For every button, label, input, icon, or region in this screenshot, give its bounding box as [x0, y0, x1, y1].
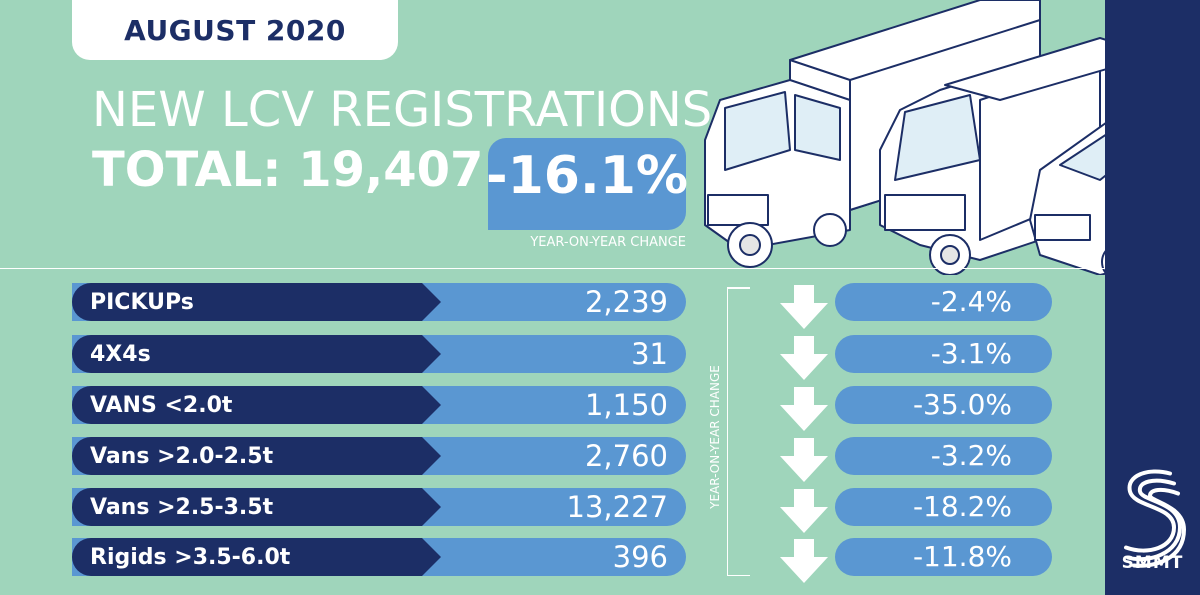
- category-label: 4X4s: [90, 341, 151, 367]
- registration-value: 396: [612, 540, 668, 574]
- change-value: -11.8%: [912, 540, 1012, 573]
- category-label: PICKUPs: [90, 289, 194, 315]
- change-value: -18.2%: [912, 490, 1012, 523]
- change-pill: -3.2%: [835, 437, 1052, 475]
- down-arrow-icon: [780, 336, 828, 380]
- down-arrow-icon: [780, 387, 828, 431]
- label-chevron: [422, 538, 441, 576]
- registration-value: 1,150: [584, 388, 668, 422]
- change-value: -2.4%: [930, 285, 1012, 318]
- vehicles-illustration: [704, 0, 1105, 275]
- down-arrow-icon: [780, 285, 828, 329]
- label-chevron: [422, 437, 441, 475]
- date-badge: AUGUST 2020: [72, 0, 398, 60]
- change-pill: -18.2%: [835, 488, 1052, 526]
- change-bracket: [727, 287, 752, 576]
- label-bar: Vans >2.0-2.5t: [72, 437, 422, 475]
- total-registrations: TOTAL: 19,407: [92, 142, 484, 198]
- change-pill: -11.8%: [835, 538, 1052, 576]
- label-bar: 4X4s: [72, 335, 422, 373]
- registration-value: 2,760: [584, 439, 668, 473]
- label-chevron: [422, 283, 441, 321]
- down-arrow-icon: [780, 489, 828, 533]
- category-label: VANS <2.0t: [90, 392, 233, 418]
- down-arrow-icon: [780, 539, 828, 583]
- date-label: AUGUST 2020: [124, 13, 346, 47]
- page-title: NEW LCV REGISTRATIONS: [92, 82, 713, 138]
- registration-value: 31: [631, 337, 668, 371]
- change-value: -3.2%: [930, 439, 1012, 472]
- category-label: Vans >2.0-2.5t: [90, 443, 274, 469]
- pickup-truck-icon: [1029, 122, 1105, 275]
- brand-sidebar: [1105, 0, 1200, 595]
- change-value: -35.0%: [912, 388, 1012, 421]
- total-change-caption: YEAR-ON-YEAR CHANGE: [530, 235, 686, 250]
- smmt-logo-text: SMMT: [1121, 553, 1184, 573]
- down-arrow-icon: [780, 438, 828, 482]
- change-axis-label: YEAR-ON-YEAR CHANGE: [708, 365, 722, 509]
- label-bar: Vans >2.5-3.5t: [72, 488, 422, 526]
- registration-value: 13,227: [566, 490, 668, 524]
- label-chevron: [422, 335, 441, 373]
- change-pill: -35.0%: [835, 386, 1052, 424]
- section-divider: [0, 268, 1105, 269]
- label-bar: VANS <2.0t: [72, 386, 422, 424]
- change-pill: -3.1%: [835, 335, 1052, 373]
- label-bar: PICKUPs: [72, 283, 422, 321]
- change-value: -3.1%: [930, 337, 1012, 370]
- category-label: Rigids >3.5-6.0t: [90, 544, 291, 570]
- total-change-value: -16.1%: [486, 146, 688, 206]
- category-label: Vans >2.5-3.5t: [90, 494, 274, 520]
- registration-value: 2,239: [584, 285, 668, 319]
- smmt-logo-icon: [1124, 469, 1187, 568]
- change-pill: -2.4%: [835, 283, 1052, 321]
- total-change-badge: -16.1%: [486, 138, 688, 230]
- label-chevron: [422, 386, 441, 424]
- label-chevron: [422, 488, 441, 526]
- label-bar: Rigids >3.5-6.0t: [72, 538, 422, 576]
